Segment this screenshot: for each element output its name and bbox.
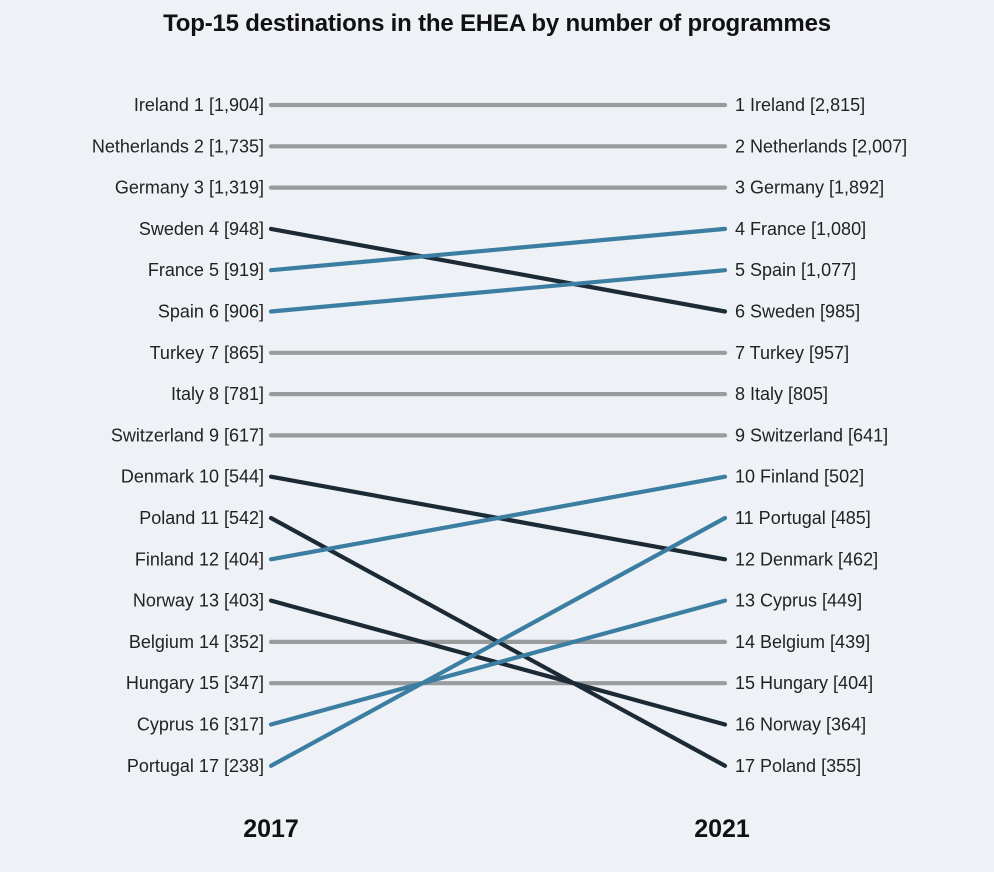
period-label-right: 2021	[694, 815, 750, 843]
left-label-norway: Norway 13 [403]	[133, 591, 264, 611]
right-label-italy: 8 Italy [805]	[735, 384, 828, 404]
right-label-norway: 16 Norway [364]	[735, 715, 866, 735]
right-label-france: 4 France [1,080]	[735, 219, 866, 239]
slope-line-spain	[268, 268, 728, 314]
left-label-sweden: Sweden 4 [948]	[139, 219, 264, 239]
right-label-ireland: 1 Ireland [2,815]	[735, 95, 865, 115]
left-label-portugal: Portugal 17 [238]	[127, 756, 264, 776]
left-label-finland: Finland 12 [404]	[135, 549, 264, 569]
left-label-ireland: Ireland 1 [1,904]	[134, 95, 264, 115]
left-label-switzerland: Switzerland 9 [617]	[111, 425, 264, 445]
right-label-spain: 5 Spain [1,077]	[735, 260, 856, 280]
left-label-france: France 5 [919]	[148, 260, 264, 280]
right-label-turkey: 7 Turkey [957]	[735, 343, 849, 363]
right-label-switzerland: 9 Switzerland [641]	[735, 425, 888, 445]
left-label-cyprus: Cyprus 16 [317]	[137, 715, 264, 735]
left-label-netherlands: Netherlands 2 [1,735]	[92, 136, 264, 156]
right-label-finland: 10 Finland [502]	[735, 467, 864, 487]
right-label-portugal: 11 Portugal [485]	[735, 508, 871, 528]
left-label-germany: Germany 3 [1,319]	[115, 178, 264, 198]
slope-line-france	[268, 226, 728, 273]
right-label-germany: 3 Germany [1,892]	[735, 178, 884, 198]
right-label-sweden: 6 Sweden [985]	[735, 302, 860, 322]
right-label-poland: 17 Poland [355]	[735, 756, 861, 776]
slope-line-finland	[268, 474, 728, 562]
left-label-spain: Spain 6 [906]	[158, 302, 264, 322]
slope-lines	[268, 102, 728, 768]
right-labels: 1 Ireland [2,815] 2 Netherlands [2,007] 3 …	[735, 95, 907, 776]
left-label-italy: Italy 8 [781]	[171, 384, 264, 404]
period-label-left: 2017	[243, 815, 299, 843]
slope-line-cyprus	[268, 598, 728, 727]
left-label-hungary: Hungary 15 [347]	[126, 673, 264, 693]
left-label-belgium: Belgium 14 [352]	[129, 632, 264, 652]
right-label-netherlands: 2 Netherlands [2,007]	[735, 136, 907, 156]
chart-title: Top-15 destinations in the EHEA by numbe…	[163, 10, 831, 37]
right-label-hungary: 15 Hungary [404]	[735, 673, 873, 693]
slope-line-portugal	[268, 515, 728, 768]
left-labels: Ireland 1 [1,904] Netherlands 2 [1,735] Ge…	[92, 95, 264, 776]
left-label-turkey: Turkey 7 [865]	[150, 343, 264, 363]
right-label-denmark: 12 Denmark [462]	[735, 549, 878, 569]
right-label-cyprus: 13 Cyprus [449]	[735, 591, 862, 611]
left-label-denmark: Denmark 10 [544]	[121, 467, 264, 487]
right-label-belgium: 14 Belgium [439]	[735, 632, 870, 652]
left-label-poland: Poland 11 [542]	[139, 508, 264, 528]
slope-line-sweden	[268, 226, 728, 314]
